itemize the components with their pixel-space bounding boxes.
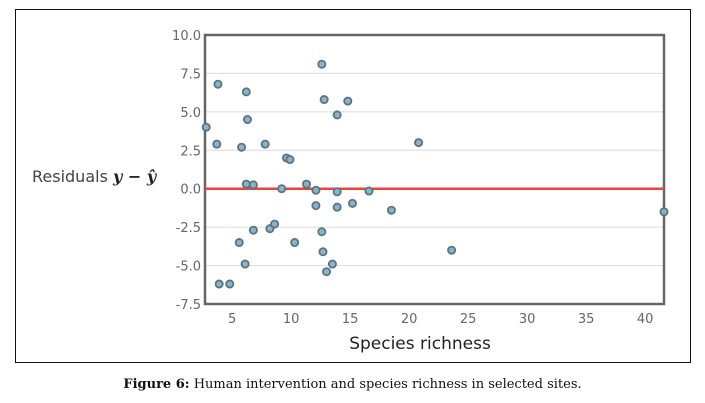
data-point	[277, 184, 287, 194]
data-point	[240, 259, 250, 269]
data-points	[201, 59, 669, 289]
x-tick-label: 20	[401, 312, 418, 327]
data-point	[332, 187, 342, 197]
data-point	[659, 207, 669, 217]
y-axis-title-math: y − ŷ	[113, 167, 157, 186]
y-axis-title-text: Residuals	[32, 167, 108, 186]
data-point	[214, 279, 224, 289]
y-tick-label: 7.5	[180, 67, 201, 82]
data-point	[311, 201, 321, 211]
data-point	[290, 238, 300, 248]
data-point	[317, 227, 327, 237]
data-point	[301, 179, 311, 189]
data-point	[260, 139, 270, 149]
data-point	[364, 186, 374, 196]
data-point	[285, 155, 295, 165]
data-point	[317, 59, 327, 69]
data-point	[319, 95, 329, 105]
y-tick-label: 0.0	[180, 183, 201, 198]
y-tick-labels: -7.5 -5.0 -2.5 0.0 2.5 5.0 7.5 10.0	[172, 29, 201, 313]
data-point	[248, 180, 258, 190]
data-point	[237, 142, 247, 152]
data-point	[212, 139, 222, 149]
x-axis-title: Species richness	[349, 334, 491, 354]
data-point	[414, 138, 424, 148]
data-point	[386, 205, 396, 215]
x-tick-label: 5	[228, 312, 236, 327]
figure-caption: Figure 6: Human intervention and species…	[0, 377, 705, 392]
data-point	[311, 185, 321, 195]
data-point	[332, 110, 342, 120]
data-point	[241, 179, 251, 189]
data-point	[248, 225, 258, 235]
data-point	[225, 279, 235, 289]
figure-frame	[15, 9, 691, 363]
data-point	[242, 115, 252, 125]
data-point	[270, 219, 280, 229]
data-point	[201, 122, 211, 132]
data-point	[322, 267, 332, 277]
gridlines	[205, 72, 664, 267]
data-point	[447, 245, 457, 255]
data-point	[318, 247, 328, 257]
y-tick-label: 5.0	[180, 106, 201, 121]
x-tick-label: 10	[283, 312, 300, 327]
x-tick-label: 25	[460, 312, 477, 327]
axes	[203, 33, 666, 306]
y-tick-label: -5.0	[176, 260, 201, 275]
x-tick-label: 30	[519, 312, 536, 327]
y-tick-label: 10.0	[172, 29, 201, 44]
data-point	[213, 79, 223, 89]
data-point	[343, 96, 353, 106]
data-point	[327, 259, 337, 269]
x-tick-labels: 5 10 15 20 25 30 35 40	[228, 312, 653, 327]
x-tick-label: 15	[342, 312, 359, 327]
caption-text: Human intervention and species richness …	[189, 377, 582, 392]
y-axis-title: Residuals y − ŷ	[32, 167, 156, 186]
y-tick-label: -7.5	[176, 298, 201, 313]
y-tick-label: 2.5	[180, 144, 201, 159]
caption-label: Figure 6:	[123, 377, 190, 392]
data-point	[332, 202, 342, 212]
y-tick-label: -2.5	[176, 221, 201, 236]
data-point	[241, 87, 251, 97]
x-tick-label: 35	[578, 312, 595, 327]
data-point	[234, 238, 244, 248]
data-point	[347, 198, 357, 208]
plot-border	[203, 33, 666, 306]
x-tick-label: 40	[637, 312, 654, 327]
